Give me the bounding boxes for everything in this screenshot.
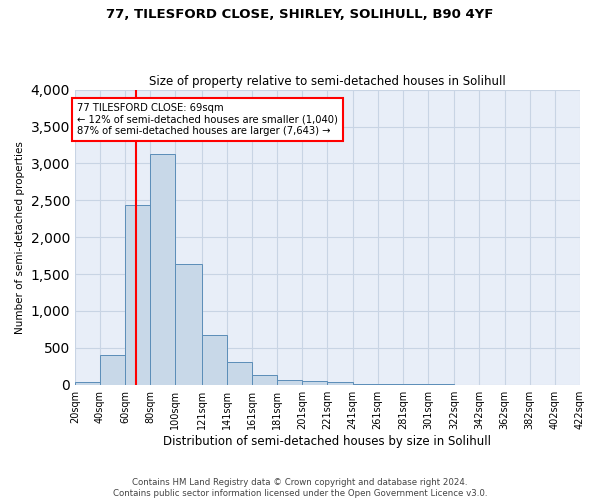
Text: Contains HM Land Registry data © Crown copyright and database right 2024.
Contai: Contains HM Land Registry data © Crown c… xyxy=(113,478,487,498)
Title: Size of property relative to semi-detached houses in Solihull: Size of property relative to semi-detach… xyxy=(149,76,506,88)
Bar xyxy=(75,382,100,384)
Bar xyxy=(175,264,202,384)
Text: 77, TILESFORD CLOSE, SHIRLEY, SOLIHULL, B90 4YF: 77, TILESFORD CLOSE, SHIRLEY, SOLIHULL, … xyxy=(106,8,494,20)
Bar xyxy=(302,380,328,384)
Bar xyxy=(328,382,353,384)
Bar xyxy=(125,206,151,384)
Bar xyxy=(227,362,252,384)
Bar xyxy=(202,334,227,384)
Y-axis label: Number of semi-detached properties: Number of semi-detached properties xyxy=(15,141,25,334)
Text: 77 TILESFORD CLOSE: 69sqm
← 12% of semi-detached houses are smaller (1,040)
87% : 77 TILESFORD CLOSE: 69sqm ← 12% of semi-… xyxy=(77,103,338,136)
Bar xyxy=(151,154,175,384)
Bar xyxy=(100,355,125,384)
Bar xyxy=(252,376,277,384)
X-axis label: Distribution of semi-detached houses by size in Solihull: Distribution of semi-detached houses by … xyxy=(163,434,491,448)
Bar xyxy=(277,380,302,384)
